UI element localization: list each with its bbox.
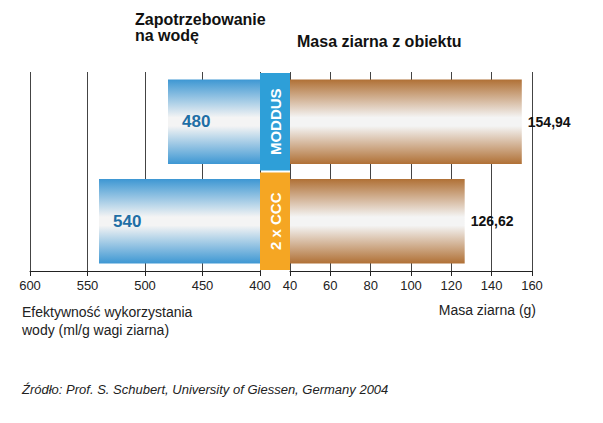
svg-text:550: 550	[77, 278, 99, 293]
svg-text:80: 80	[363, 278, 377, 293]
svg-text:154,94: 154,94	[528, 114, 571, 130]
svg-text:40: 40	[283, 278, 297, 293]
svg-text:120: 120	[440, 278, 462, 293]
svg-text:Źródło: Prof. S. Schubert, Uni: Źródło: Prof. S. Schubert, University of…	[21, 382, 388, 397]
svg-text:MODDUS: MODDUS	[267, 88, 284, 155]
svg-text:100: 100	[400, 278, 422, 293]
svg-text:540: 540	[113, 212, 141, 231]
svg-text:450: 450	[192, 278, 214, 293]
svg-text:Zapotrzebowanie: Zapotrzebowanie	[135, 11, 270, 28]
svg-text:na wodę: na wodę	[135, 27, 199, 44]
svg-text:Masa ziarna z obiektu: Masa ziarna z obiektu	[297, 33, 462, 50]
svg-text:140: 140	[481, 278, 503, 293]
svg-text:126,62: 126,62	[471, 213, 514, 229]
svg-text:160: 160	[521, 278, 543, 293]
svg-text:600: 600	[19, 278, 41, 293]
svg-text:400: 400	[249, 278, 271, 293]
svg-text:Masa ziarna (g): Masa ziarna (g)	[439, 302, 536, 318]
svg-text:60: 60	[323, 278, 337, 293]
svg-text:500: 500	[134, 278, 156, 293]
svg-text:480: 480	[182, 112, 210, 131]
svg-text:2 x CCC: 2 x CCC	[267, 192, 284, 250]
svg-text:Efektywność wykorzystania: Efektywność wykorzystania	[22, 304, 196, 320]
svg-text:wody (ml/g wagi ziarna): wody (ml/g wagi ziarna)	[21, 322, 169, 338]
